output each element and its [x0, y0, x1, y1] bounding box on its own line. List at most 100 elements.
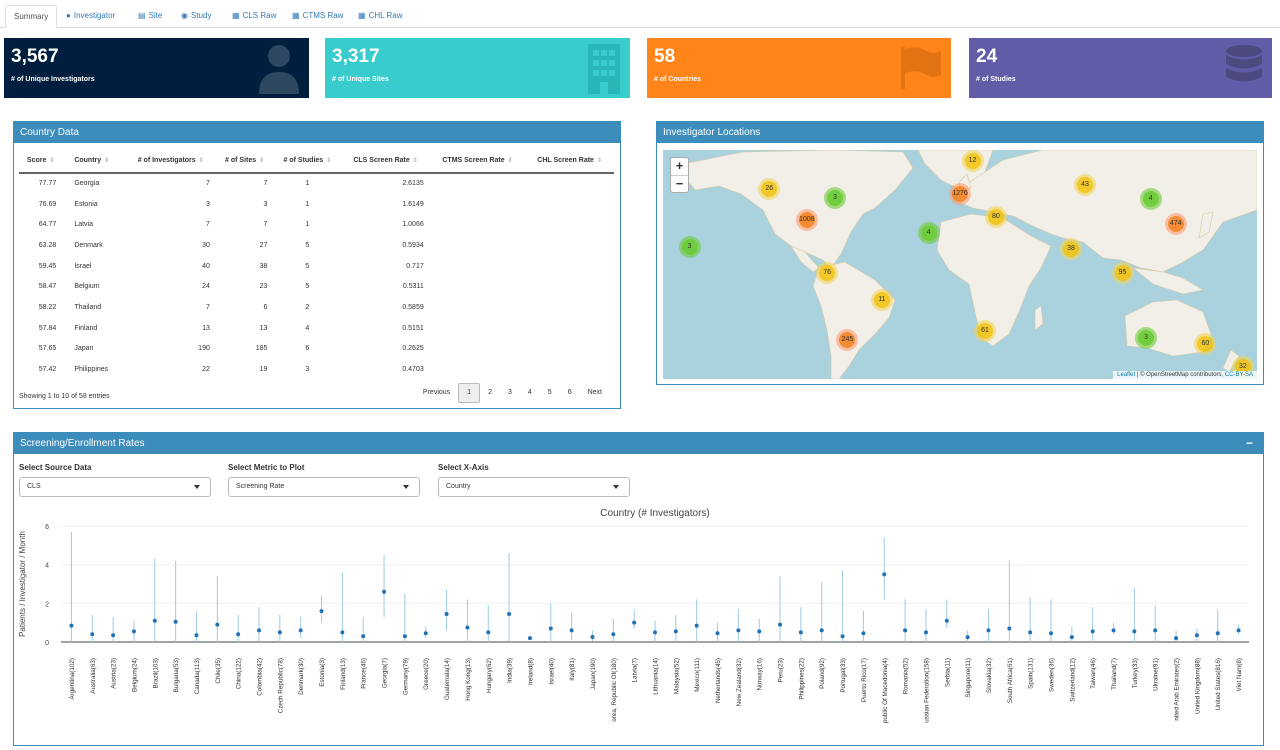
map-cluster-marker[interactable]: 12 — [961, 150, 984, 172]
table-header-row: Score ⇕ Country ⇕ # of Investigators ⇕ # of… — [19, 149, 614, 174]
pager-page-3[interactable]: 3 — [507, 389, 512, 396]
data-point — [152, 618, 157, 623]
map-cluster-marker[interactable]: 4 — [1139, 188, 1162, 211]
user-md-icon — [259, 45, 299, 94]
cluster-count: 95 — [1114, 265, 1131, 282]
map-cluster-marker[interactable]: 4 — [917, 221, 940, 244]
x-tick-label: Latvia(7) — [632, 658, 639, 683]
map-cluster-marker[interactable]: 3 — [1135, 327, 1158, 350]
col-cls-rate[interactable]: CLS Screen Rate ⇕ — [341, 149, 430, 174]
tab-chl-raw[interactable]: ▦ CHL Raw — [350, 5, 411, 28]
x-tick-label: Puerto Rico(17) — [861, 658, 868, 702]
data-point — [111, 633, 116, 638]
table-row[interactable]: 58.47 Belgium 24 23 5 0.5311 — [19, 276, 614, 297]
tab-ctms-raw[interactable]: ▦ CTMS Raw — [284, 5, 351, 28]
pager-previous[interactable]: Previous — [422, 389, 451, 396]
table-row[interactable]: 57.65 Japan 190 185 6 0.2625 — [19, 339, 614, 360]
table-cell: Israel — [74, 262, 92, 270]
map-cluster-marker[interactable]: 1276 — [949, 183, 971, 206]
map-cluster-marker[interactable]: 76 — [816, 262, 839, 285]
sort-icon: ⇕ — [507, 158, 513, 164]
x-tick-label: Australia(63) — [90, 658, 97, 694]
table-cell: 58.22 — [38, 303, 57, 311]
source-data-select[interactable]: CLS — [19, 477, 211, 497]
cluster-count: 3 — [1138, 330, 1155, 347]
pager-page-4[interactable]: 4 — [527, 389, 532, 396]
zoom-in-button[interactable]: + — [675, 158, 684, 173]
x-tick-label: Serbia(11) — [944, 658, 951, 687]
table-row[interactable]: 77.77 Georgia 7 7 1 2.6135 — [19, 173, 614, 194]
map-cluster-marker[interactable]: 95 — [1111, 262, 1134, 285]
x-tick-label: Singapore(11) — [965, 658, 972, 697]
map-cluster-marker[interactable]: 38 — [1059, 237, 1082, 260]
tab-study[interactable]: ◉ Study — [173, 5, 219, 28]
x-tick-label: Viet Nam(8) — [1236, 658, 1243, 691]
table-row[interactable]: 64.77 Latvia 7 7 1 1.0066 — [19, 214, 614, 235]
x-tick-label: Guatemala(14) — [444, 658, 451, 700]
table-row[interactable]: 58.22 Thailand 7 6 2 0.5859 — [19, 297, 614, 318]
table-cell: 1.6149 — [402, 200, 424, 208]
map-cluster-marker[interactable]: 1008 — [795, 209, 818, 232]
license-link[interactable]: CC-BY-SA — [1224, 372, 1253, 378]
zoom-out-button[interactable]: − — [671, 175, 688, 192]
x-tick-label: Belgium(24) — [131, 658, 138, 692]
data-point — [590, 634, 595, 639]
map-cluster-marker[interactable]: 3 — [678, 235, 701, 258]
pager-next[interactable]: Next — [587, 389, 602, 396]
col-investigators[interactable]: # of Investigators ⇕ — [125, 149, 216, 174]
y-tick-label: 6 — [45, 524, 49, 531]
data-point — [673, 629, 678, 634]
col-studies[interactable]: # of Studies ⇕ — [273, 149, 342, 174]
world-map[interactable]: + − 12 26 3 1276 43 4 1008 80 4 474 3 38 76 95 11 245 61… — [663, 150, 1257, 379]
table-row[interactable]: 57.42 Philippines 22 19 3 0.4703 — [19, 359, 614, 380]
pager-page-5[interactable]: 5 — [547, 389, 552, 396]
x-tick-label: Mexico(111) — [694, 658, 701, 692]
table-cell: 13 — [259, 324, 268, 332]
col-ctms-rate[interactable]: CTMS Screen Rate ⇕ — [429, 149, 526, 174]
x-tick-label: nited Arab Emirates(2) — [1174, 658, 1181, 721]
col-chl-rate[interactable]: CHL Screen Rate ⇕ — [525, 149, 614, 174]
table-row[interactable]: 76.69 Estonia 3 3 1 1.6149 — [19, 194, 614, 215]
table-cell: 1 — [305, 180, 310, 188]
table-cell — [430, 235, 526, 256]
map-cluster-marker[interactable]: 60 — [1194, 332, 1217, 355]
col-score[interactable]: Score ⇕ — [19, 149, 63, 174]
table-row[interactable]: 63.28 Denmark 30 27 5 0.5934 — [19, 235, 614, 256]
valuebox-investigators: 3,567 # of Unique Investigators — [4, 38, 309, 98]
x-tick-label: Canada(113) — [194, 658, 201, 694]
metric-select[interactable]: Screening Rate — [228, 477, 420, 497]
tab-summary[interactable]: Summary — [5, 5, 58, 28]
data-point — [798, 630, 803, 635]
map-cluster-marker[interactable]: 3 — [823, 186, 846, 209]
data-point — [1007, 626, 1012, 631]
tab-site[interactable]: ▤ Site — [130, 5, 170, 28]
map-cluster-marker[interactable]: 245 — [836, 329, 859, 352]
map-cluster-marker[interactable]: 474 — [1164, 212, 1187, 235]
pager-page-2[interactable]: 2 — [488, 389, 492, 396]
leaflet-link[interactable]: Leaflet — [1117, 372, 1136, 378]
screening-box: Screening/Enrollment Rates − — [13, 432, 1264, 746]
x-tick-label: Georgia(7) — [382, 658, 389, 688]
valuebox-countries: 58 # of Countries — [647, 38, 951, 98]
data-point — [319, 609, 324, 614]
table-row[interactable]: 57.84 Finland 13 13 4 0.5151 — [19, 318, 614, 339]
map-cluster-marker[interactable]: 61 — [974, 320, 996, 343]
col-sites[interactable]: # of Sites ⇕ — [215, 149, 274, 174]
map-cluster-marker[interactable]: 43 — [1074, 174, 1097, 197]
map-cluster-marker[interactable]: 80 — [984, 205, 1007, 228]
table-cell: 1.0066 — [402, 221, 424, 229]
tab-cls-raw[interactable]: ▦ CLS Raw — [224, 5, 284, 28]
cluster-count: 11 — [873, 291, 890, 308]
xaxis-select[interactable]: Country — [438, 477, 630, 497]
col-country[interactable]: Country ⇕ — [62, 149, 126, 174]
pager-page-6[interactable]: 6 — [567, 389, 572, 396]
data-point — [465, 625, 470, 630]
map-cluster-marker[interactable]: 11 — [870, 288, 893, 311]
investigator-locations-box: Investigator Locations + − 12 26 3 1276 43 4 — [656, 121, 1264, 385]
map-cluster-marker[interactable]: 26 — [758, 177, 781, 200]
tab-investigator[interactable]: ● Investigator — [58, 5, 123, 28]
pager-page-1[interactable]: 1 — [458, 383, 481, 403]
data-point — [903, 628, 908, 633]
table-row[interactable]: 59.45 Israel 40 38 5 0.717 — [19, 256, 614, 277]
collapse-button[interactable]: − — [1245, 436, 1253, 450]
